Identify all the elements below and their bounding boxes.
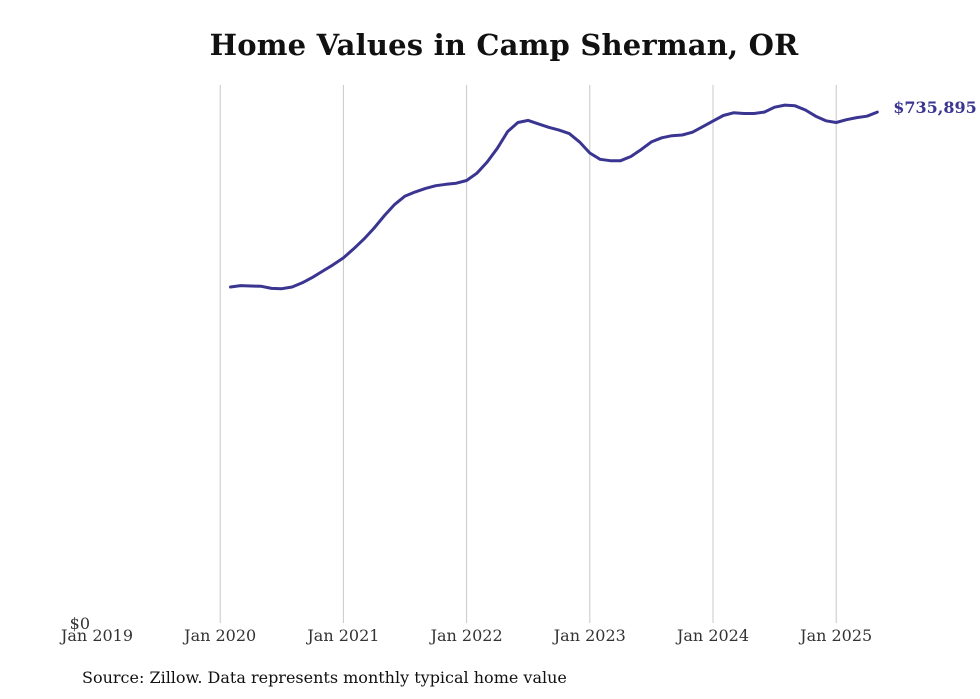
x-tick-label: Jan 2022 [429, 626, 503, 645]
line-chart: Jan 2019 Jan 2020 Jan 2021 Jan 2022 Jan 2023… [59, 85, 977, 645]
y-axis-tick-labels: $0 [70, 614, 90, 633]
x-tick-label: Jan 2020 [182, 626, 256, 645]
x-tick-label: Jan 2021 [305, 626, 379, 645]
x-axis-tick-labels: Jan 2019 Jan 2020 Jan 2021 Jan 2022 Jan 2023… [59, 626, 872, 645]
gridlines [219, 85, 837, 623]
x-tick-label: Jan 2025 [798, 626, 872, 645]
x-tick-label: Jan 2023 [552, 626, 626, 645]
home-value-line [229, 103, 879, 291]
chart-title: Home Values in Camp Sherman, OR [209, 28, 799, 62]
source-note: Source: Zillow. Data represents monthly … [82, 668, 567, 687]
x-tick-label: Jan 2024 [675, 626, 749, 645]
x-tick-label: Jan 2019 [59, 626, 133, 645]
last-value-label: $735,895 [893, 98, 977, 117]
y-tick-label: $0 [70, 614, 90, 633]
